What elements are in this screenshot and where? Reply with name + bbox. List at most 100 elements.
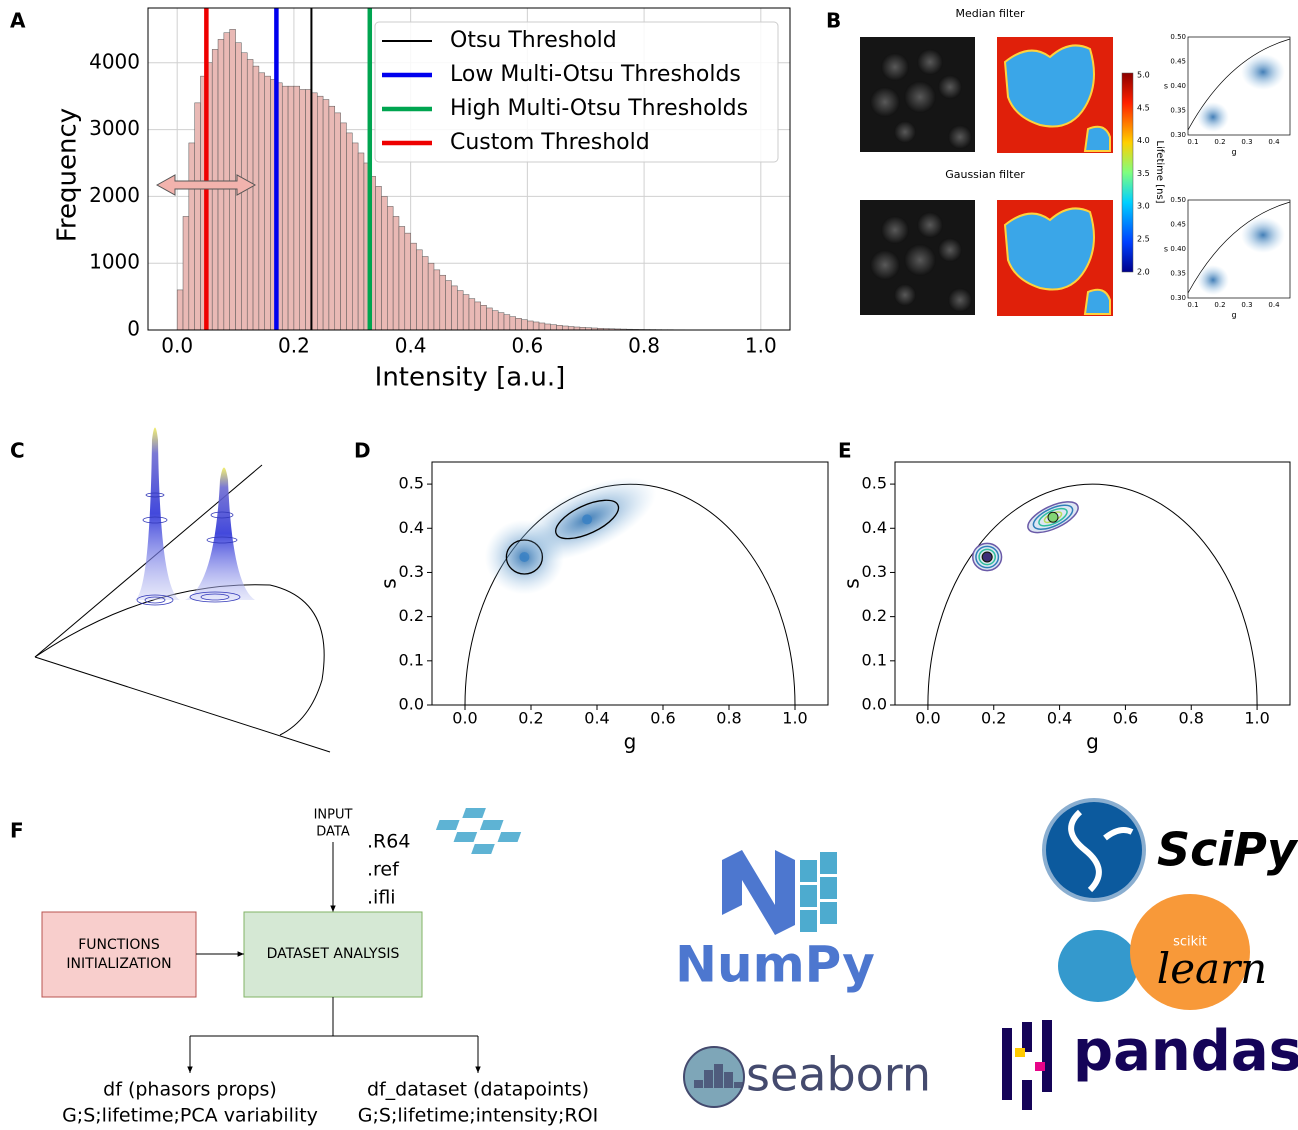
bar — [393, 216, 399, 330]
inset-tick-label: 0.40 — [1170, 245, 1186, 253]
inset-tick-label: 0.2 — [1214, 301, 1225, 309]
cell — [904, 244, 936, 276]
colorbar-tick-label: 4.0 — [1137, 136, 1150, 145]
x-tick-label: 0.6 — [511, 334, 543, 358]
universal-circle — [928, 484, 1257, 705]
bar — [323, 100, 329, 330]
x-tick-label: 0.4 — [584, 709, 609, 728]
box-label: INITIALIZATION — [66, 956, 171, 972]
inset-tick-label: 0.30 — [1170, 294, 1186, 302]
logo-shape — [1022, 1080, 1032, 1110]
init-box — [42, 912, 196, 997]
bar — [527, 321, 533, 330]
panel-label: C — [10, 439, 25, 463]
logo-text: SciPy — [1157, 823, 1298, 877]
y-tick-label: 1000 — [89, 250, 140, 274]
arrow-head — [187, 1067, 192, 1073]
inset-tick-label: 0.45 — [1170, 58, 1186, 66]
bar — [422, 257, 428, 330]
cell — [904, 81, 936, 113]
logo-shape — [462, 808, 486, 818]
logo-shape — [471, 844, 495, 854]
arrow-head — [330, 906, 335, 912]
y-tick-label: 2000 — [89, 183, 140, 207]
inset-cloud — [1197, 265, 1229, 295]
bar — [463, 295, 469, 330]
cell — [881, 53, 909, 81]
bar — [195, 103, 201, 330]
x-tick-label: 0.6 — [1113, 709, 1138, 728]
x-tick-label: 0.4 — [1047, 709, 1072, 728]
logo-shape — [820, 852, 837, 874]
logo-shape — [1002, 1028, 1012, 1100]
bar — [446, 281, 452, 330]
logo-shape — [1022, 1022, 1032, 1052]
bar — [352, 143, 358, 330]
panel-label: E — [838, 439, 852, 463]
arrow-head — [475, 1067, 480, 1073]
bar — [259, 73, 265, 330]
inset-tick-label: 0.3 — [1241, 138, 1252, 146]
cell — [938, 238, 962, 262]
cell — [894, 284, 916, 306]
bar — [387, 206, 393, 330]
x-tick-label: 0.4 — [395, 334, 427, 358]
inset-tick-label: 0.1 — [1187, 301, 1198, 309]
inset-label: s — [1164, 245, 1168, 254]
cluster-center — [582, 514, 592, 524]
x-axis-label: g — [624, 730, 637, 754]
box-label: DATASET ANALYSIS — [267, 946, 400, 962]
x-axis-label: g — [1086, 730, 1099, 754]
panel-label: F — [10, 819, 24, 843]
output-name: df (phasors props) — [103, 1079, 277, 1101]
cell — [948, 125, 972, 149]
bar — [376, 186, 382, 330]
cell-region — [1085, 290, 1110, 314]
x-tick-label: 0.8 — [1179, 709, 1204, 728]
inset-cloud — [1241, 54, 1285, 90]
x-tick-label: 0.8 — [716, 709, 741, 728]
y-tick-label: 0.1 — [862, 650, 887, 669]
cell — [938, 75, 962, 99]
logo-shape — [734, 1082, 743, 1088]
bar — [510, 317, 516, 330]
logo-shape — [454, 832, 478, 842]
bar — [557, 325, 563, 330]
bar — [329, 106, 335, 330]
colorbar-tick-label: 3.5 — [1137, 169, 1150, 178]
bar — [451, 286, 457, 330]
x-tick-label: 1.0 — [1244, 709, 1269, 728]
y-axis-label: s — [377, 578, 401, 588]
inset-cloud — [1241, 217, 1285, 253]
bar — [539, 323, 545, 330]
x-tick-label: 0.2 — [518, 709, 543, 728]
bar — [428, 263, 434, 330]
bar — [230, 29, 236, 330]
logo-shape — [480, 820, 504, 830]
colorbar — [1122, 73, 1133, 272]
cell — [881, 216, 909, 244]
bar — [189, 143, 195, 330]
logo-shape — [1035, 1062, 1045, 1071]
y-tick-label: 0.5 — [862, 474, 887, 493]
cell — [894, 121, 916, 143]
bar — [346, 133, 352, 330]
input-label: INPUT — [314, 808, 353, 823]
colorbar-tick-label: 3.0 — [1137, 202, 1150, 211]
legend-label: Otsu Threshold — [450, 28, 617, 53]
logo-shape — [694, 1080, 703, 1088]
bar — [516, 318, 522, 330]
bar — [562, 326, 568, 330]
logo-shape — [722, 850, 795, 935]
cluster-center — [1048, 512, 1058, 522]
bar — [335, 113, 341, 330]
bar — [487, 308, 493, 330]
y-tick-label: 0.4 — [862, 518, 887, 537]
y-tick-label: 0.0 — [862, 695, 887, 714]
logo-shape — [800, 910, 817, 932]
cell — [870, 250, 900, 280]
legend-label: High Multi-Otsu Thresholds — [450, 96, 748, 121]
logo-shape — [1015, 1048, 1025, 1057]
bar — [492, 311, 498, 330]
x-tick-label: 0.0 — [161, 334, 193, 358]
